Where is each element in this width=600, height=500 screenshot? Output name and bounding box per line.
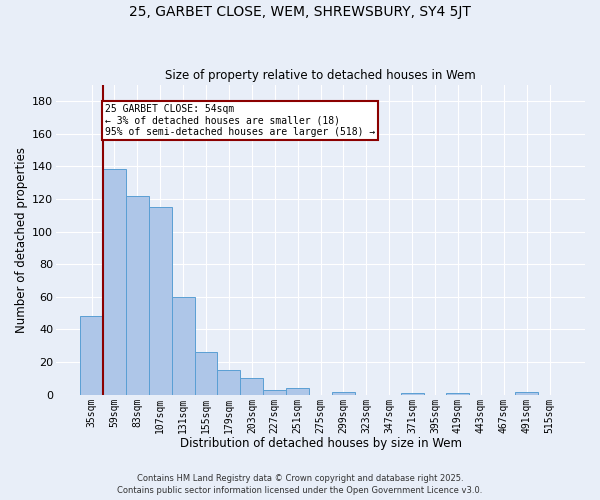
Text: 25, GARBET CLOSE, WEM, SHREWSBURY, SY4 5JT: 25, GARBET CLOSE, WEM, SHREWSBURY, SY4 5… <box>129 5 471 19</box>
Bar <box>263 390 286 395</box>
Text: Contains HM Land Registry data © Crown copyright and database right 2025.
Contai: Contains HM Land Registry data © Crown c… <box>118 474 482 495</box>
Bar <box>241 378 263 395</box>
Y-axis label: Number of detached properties: Number of detached properties <box>15 146 28 332</box>
Bar <box>80 316 103 395</box>
Bar <box>126 196 149 395</box>
Title: Size of property relative to detached houses in Wem: Size of property relative to detached ho… <box>165 69 476 82</box>
Bar <box>515 392 538 395</box>
Text: 25 GARBET CLOSE: 54sqm
← 3% of detached houses are smaller (18)
95% of semi-deta: 25 GARBET CLOSE: 54sqm ← 3% of detached … <box>105 104 376 138</box>
Bar <box>149 207 172 395</box>
Bar <box>172 297 194 395</box>
Bar <box>332 392 355 395</box>
Bar <box>103 170 126 395</box>
Bar <box>286 388 309 395</box>
Bar <box>401 393 424 395</box>
Bar <box>217 370 241 395</box>
Bar <box>194 352 217 395</box>
Bar <box>446 393 469 395</box>
X-axis label: Distribution of detached houses by size in Wem: Distribution of detached houses by size … <box>179 437 461 450</box>
